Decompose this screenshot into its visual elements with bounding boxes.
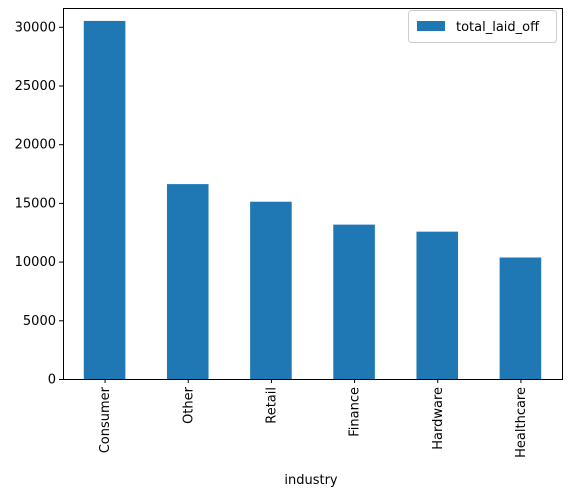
bar-finance <box>333 224 375 379</box>
x-axis: Consumer Other Retail Finance Hardware Health… <box>98 379 529 458</box>
y-tick-label: 5000 <box>23 314 56 329</box>
legend-box <box>408 10 557 43</box>
legend-label-total-laid-off: total_laid_off <box>456 20 540 35</box>
bar-retail <box>250 201 292 379</box>
plot-area <box>63 8 563 380</box>
x-tick-label: Consumer <box>98 386 113 453</box>
x-tick-label: Finance <box>348 387 363 437</box>
bar-healthcare <box>499 257 542 379</box>
bar-hardware <box>416 231 459 379</box>
legend-swatch-total-laid-off <box>417 21 445 31</box>
x-axis-label: industry <box>284 473 338 488</box>
x-tick-label: Hardware <box>431 387 446 450</box>
y-tick-label: 15000 <box>15 196 56 211</box>
x-tick-label: Healthcare <box>514 387 529 458</box>
bar-other <box>166 184 209 379</box>
bar-consumer <box>83 20 126 380</box>
x-tick-label: Retail <box>264 387 279 424</box>
legend: total_laid_off <box>408 10 557 43</box>
x-tick-label: Other <box>181 386 196 424</box>
bars-group <box>83 20 542 380</box>
y-tick-label: 20000 <box>15 138 56 153</box>
y-tick-label: 10000 <box>15 255 56 270</box>
y-tick-label: 0 <box>48 373 56 388</box>
plot-frame <box>63 8 563 380</box>
y-tick-label: 25000 <box>15 79 56 94</box>
y-tick-label: 30000 <box>15 20 56 35</box>
y-axis: 0 5000 10000 15000 20000 25000 30000 <box>15 20 63 388</box>
